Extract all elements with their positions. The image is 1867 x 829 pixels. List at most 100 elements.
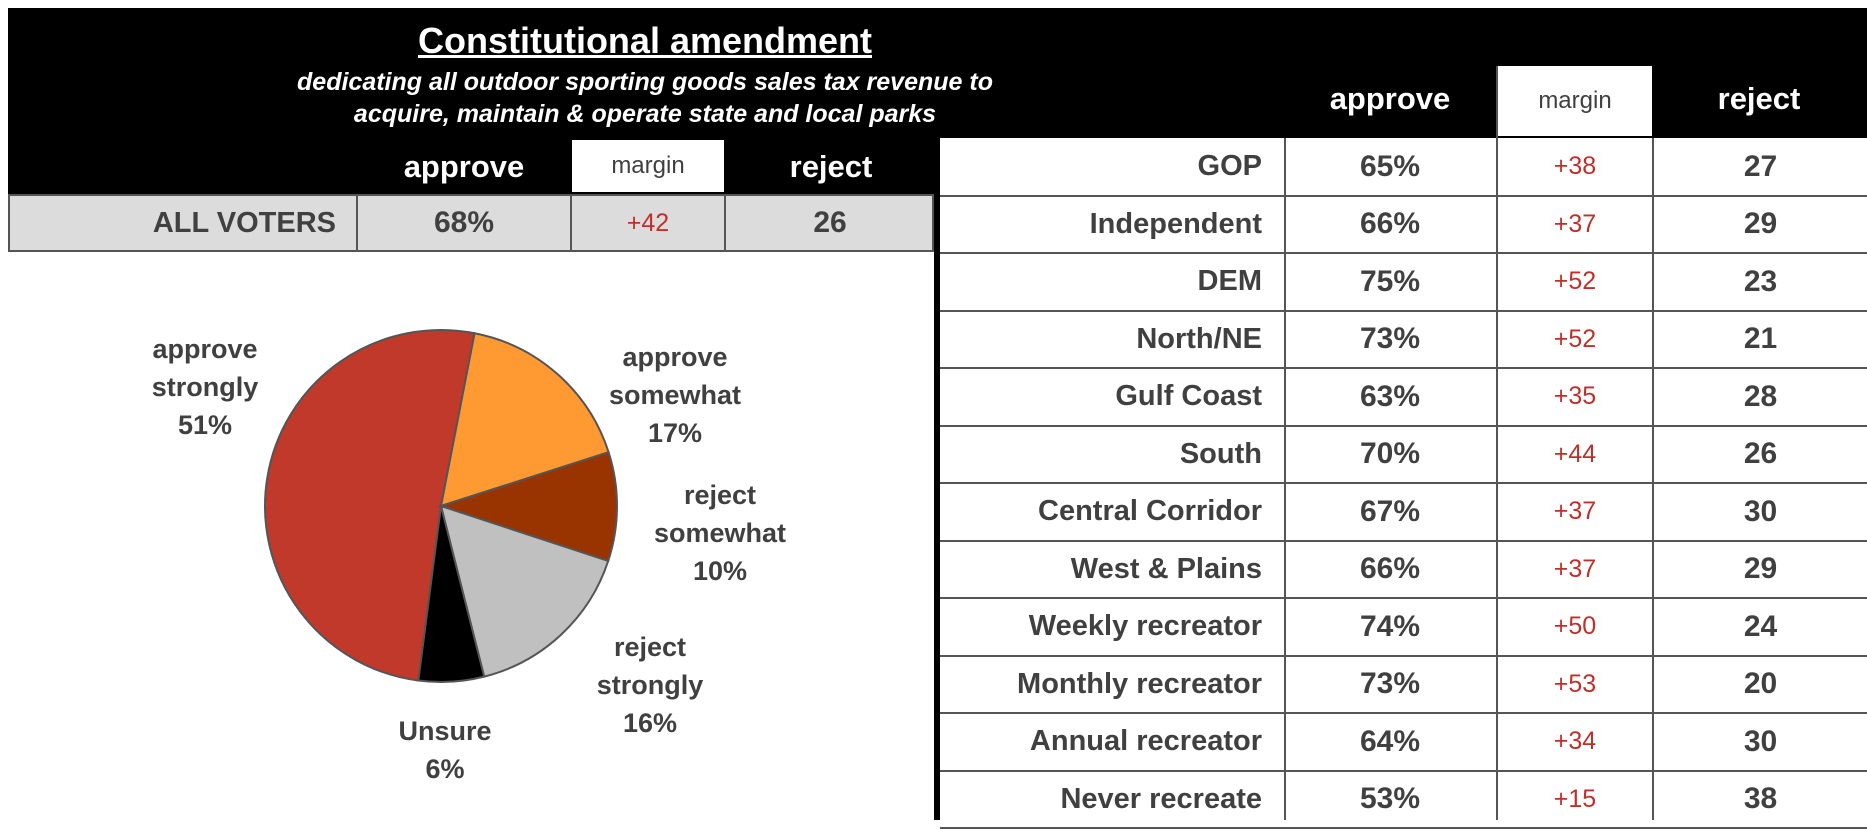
pie-label-reject-somewhat: reject somewhat 10% xyxy=(630,476,810,590)
all-voters-row xyxy=(8,194,934,252)
pie-slice-reject-somewhat xyxy=(437,450,618,563)
all-voters-approve: 68% xyxy=(433,206,495,239)
row-separator xyxy=(940,194,1867,197)
row-separator xyxy=(940,712,1867,714)
pie-label-line1: Unsure xyxy=(398,716,492,746)
row-approve: 65% xyxy=(1359,149,1421,183)
column-separator xyxy=(1496,66,1498,820)
row-label: Central Corridor xyxy=(1038,495,1262,528)
pie-label-pct: 10% xyxy=(692,556,748,586)
all-voters-label: ALL VOTERS xyxy=(152,206,336,239)
chart-subtitle: dedicating all outdoor sporting goods sa… xyxy=(200,66,1090,130)
row-approve: 74% xyxy=(1359,609,1421,643)
right-approve-header: approve xyxy=(1329,81,1451,116)
right-reject-header: reject xyxy=(1717,81,1801,116)
row-reject: 28 xyxy=(1743,379,1778,413)
row-separator xyxy=(940,654,1867,657)
row-separator xyxy=(940,252,1867,254)
row-label: DEM xyxy=(1197,265,1262,298)
pie-label-line1: reject xyxy=(613,632,687,662)
row-separator xyxy=(940,367,1867,369)
row-reject: 30 xyxy=(1743,724,1778,758)
row-separator xyxy=(940,424,1867,427)
row-reject: 30 xyxy=(1743,494,1778,528)
column-separator xyxy=(1284,138,1286,820)
pie-label-line1: approve xyxy=(152,334,258,364)
subtitle-line-2: acquire, maintain & operate state and lo… xyxy=(353,100,937,128)
row-approve: 73% xyxy=(1359,322,1421,356)
subtitle-line-1: dedicating all outdoor sporting goods sa… xyxy=(297,68,993,96)
pie-slice-unsure xyxy=(417,505,486,683)
divider xyxy=(570,196,572,250)
row-label: Gulf Coast xyxy=(1115,380,1262,413)
pie-label-pct: 17% xyxy=(647,418,703,448)
row-approve: 64% xyxy=(1359,724,1421,758)
pie-chart xyxy=(264,329,618,683)
left-margin-header: margin xyxy=(572,140,724,192)
row-label: North/NE xyxy=(1136,322,1262,355)
row-label: Independent xyxy=(1089,207,1262,240)
all-voters-reject: 26 xyxy=(813,206,847,239)
pie-label-line1: reject xyxy=(683,480,757,510)
chart-title: Constitutional amendment xyxy=(417,20,872,61)
pie-label-line1: approve xyxy=(622,342,728,372)
row-margin: +50 xyxy=(1553,612,1597,641)
pie-label-line2: somewhat xyxy=(608,380,742,410)
pie-label-pct: 16% xyxy=(622,708,678,738)
row-margin: +53 xyxy=(1553,669,1597,698)
right-margin-header: margin xyxy=(1498,66,1652,136)
row-margin: +44 xyxy=(1553,439,1597,468)
pie-slice-approve-strongly xyxy=(264,329,476,682)
row-reject: 27 xyxy=(1743,149,1778,183)
row-margin: +15 xyxy=(1553,784,1597,813)
pie-label-reject-strongly: reject strongly 16% xyxy=(570,628,730,742)
pie-label-line2: somewhat xyxy=(653,518,787,548)
row-margin: +34 xyxy=(1553,727,1597,756)
row-label: Never recreate xyxy=(1060,782,1262,815)
row-label: Annual recreator xyxy=(1029,725,1262,758)
row-label: South xyxy=(1179,437,1262,470)
all-voters-margin: +42 xyxy=(626,208,670,237)
row-margin: +37 xyxy=(1553,554,1597,583)
row-separator xyxy=(940,769,1867,772)
pie-label-line2: strongly xyxy=(596,670,704,700)
row-approve: 53% xyxy=(1359,782,1421,816)
row-approve: 66% xyxy=(1359,207,1421,241)
pie-label-line2: strongly xyxy=(151,372,259,402)
pie-label-approve-strongly: approve strongly 51% xyxy=(110,330,300,444)
table-divider xyxy=(934,138,940,820)
left-reject-header: reject xyxy=(789,149,873,184)
pie-label-unsure: Unsure 6% xyxy=(370,712,520,788)
row-reject: 38 xyxy=(1743,782,1778,816)
row-approve: 73% xyxy=(1359,667,1421,701)
row-reject: 26 xyxy=(1743,437,1778,471)
row-label: Weekly recreator xyxy=(1028,610,1262,643)
row-label: GOP xyxy=(1197,150,1262,183)
pie-label-approve-somewhat: approve somewhat 17% xyxy=(580,338,770,452)
row-margin: +52 xyxy=(1553,267,1597,296)
row-reject: 20 xyxy=(1743,667,1778,701)
row-approve: 63% xyxy=(1359,379,1421,413)
row-approve: 70% xyxy=(1359,437,1421,471)
row-margin: +37 xyxy=(1553,209,1597,238)
pie-slice-reject-strongly xyxy=(439,504,610,678)
row-reject: 21 xyxy=(1743,322,1778,356)
row-approve: 75% xyxy=(1359,264,1421,298)
row-approve: 67% xyxy=(1359,494,1421,528)
divider xyxy=(356,196,358,250)
pie-label-pct: 51% xyxy=(177,410,233,440)
row-approve: 66% xyxy=(1359,552,1421,586)
divider xyxy=(724,196,726,250)
row-label: West & Plains xyxy=(1070,552,1262,585)
row-margin: +35 xyxy=(1553,382,1597,411)
row-margin: +38 xyxy=(1553,152,1597,181)
row-separator xyxy=(940,597,1867,599)
pie-label-pct: 6% xyxy=(425,754,465,784)
row-separator xyxy=(940,539,1867,542)
left-approve-header: approve xyxy=(403,149,525,184)
row-label: Monthly recreator xyxy=(1017,667,1262,700)
row-reject: 29 xyxy=(1743,552,1778,586)
row-separator xyxy=(940,482,1867,484)
row-reject: 23 xyxy=(1743,264,1778,298)
left-header-band xyxy=(8,138,940,194)
